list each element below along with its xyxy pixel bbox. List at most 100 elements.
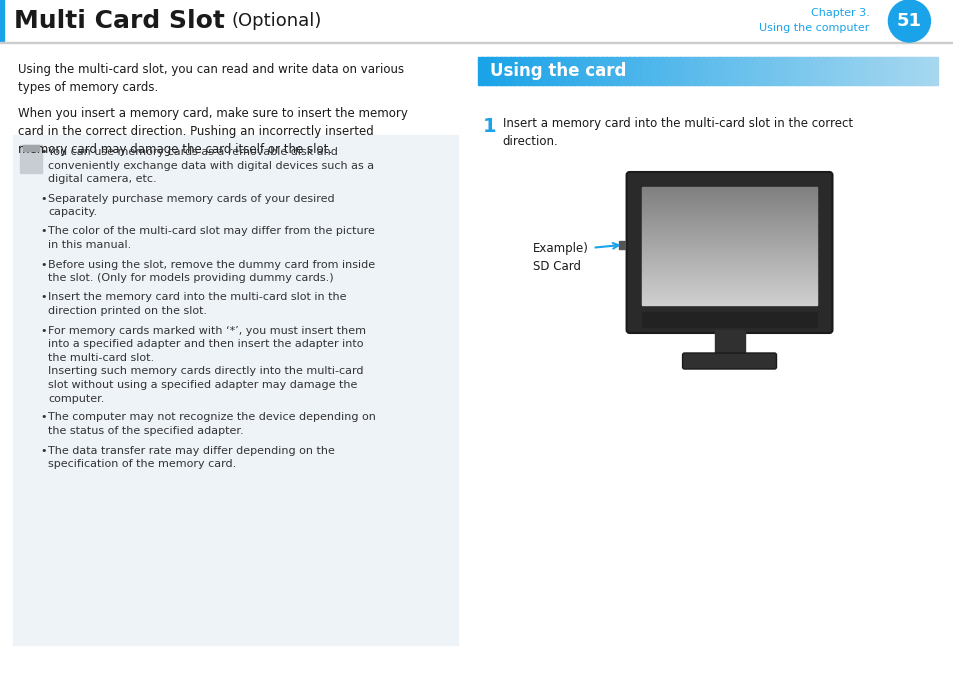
Bar xyxy=(641,281,817,282)
Bar xyxy=(641,269,817,270)
Bar xyxy=(789,57,795,85)
Bar xyxy=(854,57,860,85)
Bar xyxy=(660,57,666,85)
Bar xyxy=(523,57,529,85)
Bar xyxy=(923,57,928,85)
Bar xyxy=(641,195,817,196)
Bar xyxy=(641,297,817,298)
Text: •: • xyxy=(40,445,47,456)
Bar xyxy=(491,57,497,85)
Bar xyxy=(867,57,873,85)
Bar xyxy=(641,210,817,211)
Bar xyxy=(641,288,817,289)
Bar xyxy=(758,57,763,85)
Text: The color of the multi-card slot may differ from the picture
in this manual.: The color of the multi-card slot may dif… xyxy=(48,227,375,250)
Bar xyxy=(641,294,817,295)
Bar xyxy=(641,189,817,190)
Text: Before using the slot, remove the dummy card from inside
the slot. (Only for mod: Before using the slot, remove the dummy … xyxy=(48,259,375,283)
Bar xyxy=(753,57,759,85)
Bar xyxy=(743,57,749,85)
Bar xyxy=(23,145,39,151)
Bar xyxy=(606,57,612,85)
Bar xyxy=(761,57,767,85)
Bar xyxy=(909,57,915,85)
Bar xyxy=(641,218,817,219)
Bar xyxy=(641,245,817,246)
Bar xyxy=(657,57,662,85)
Bar xyxy=(0,0,4,42)
Bar xyxy=(813,57,818,85)
Bar xyxy=(641,198,817,199)
Bar xyxy=(641,214,817,215)
Bar xyxy=(641,279,817,280)
Text: •: • xyxy=(40,227,47,236)
Bar xyxy=(641,275,817,276)
Bar xyxy=(641,262,817,263)
Bar xyxy=(641,244,817,245)
Bar xyxy=(641,202,817,203)
Bar xyxy=(641,211,817,212)
Bar xyxy=(546,57,552,85)
Bar xyxy=(641,206,817,208)
Bar xyxy=(725,57,731,85)
Bar xyxy=(766,57,772,85)
Bar xyxy=(496,57,501,85)
Bar xyxy=(932,57,938,85)
Bar xyxy=(615,57,620,85)
Bar xyxy=(641,286,817,287)
FancyBboxPatch shape xyxy=(681,353,776,369)
Text: •: • xyxy=(40,412,47,422)
Bar xyxy=(537,57,542,85)
Bar xyxy=(641,296,817,297)
Text: •: • xyxy=(40,147,47,157)
Bar xyxy=(514,57,519,85)
Bar xyxy=(641,240,817,241)
Bar xyxy=(641,234,817,235)
Bar xyxy=(641,270,817,271)
Bar xyxy=(799,57,804,85)
Text: For memory cards marked with ‘*’, you must insert them
into a specified adapter : For memory cards marked with ‘*’, you mu… xyxy=(48,326,366,403)
Bar xyxy=(641,263,817,264)
Bar xyxy=(642,57,648,85)
Bar xyxy=(641,264,817,265)
Bar xyxy=(592,57,598,85)
Bar xyxy=(641,303,817,304)
Bar xyxy=(872,57,878,85)
Bar xyxy=(641,188,817,189)
Bar xyxy=(610,57,616,85)
Bar xyxy=(739,57,744,85)
Bar xyxy=(641,267,817,268)
Bar xyxy=(578,57,584,85)
Bar xyxy=(641,255,817,256)
Bar xyxy=(886,57,891,85)
Bar xyxy=(624,57,630,85)
Bar xyxy=(641,298,817,299)
Bar xyxy=(641,193,817,194)
Bar xyxy=(4,0,952,42)
Bar xyxy=(863,57,868,85)
Bar xyxy=(641,201,817,202)
Bar xyxy=(641,194,817,195)
Bar xyxy=(785,57,790,85)
Bar xyxy=(559,57,565,85)
Bar xyxy=(771,57,777,85)
Bar xyxy=(641,230,817,231)
Bar xyxy=(675,57,680,85)
Bar xyxy=(900,57,905,85)
Bar xyxy=(641,292,817,293)
Bar xyxy=(641,249,817,250)
Bar xyxy=(781,57,786,85)
Text: Example)
SD Card: Example) SD Card xyxy=(532,242,588,273)
Bar xyxy=(927,57,933,85)
Bar xyxy=(574,57,579,85)
Bar xyxy=(618,241,624,248)
Bar xyxy=(641,222,817,223)
Bar xyxy=(551,57,557,85)
Bar xyxy=(528,57,534,85)
Bar xyxy=(641,292,817,294)
Bar xyxy=(619,57,625,85)
Bar xyxy=(533,57,537,85)
Text: The data transfer rate may differ depending on the
specification of the memory c: The data transfer rate may differ depend… xyxy=(48,445,335,469)
Bar xyxy=(641,274,817,275)
Text: Separately purchase memory cards of your desired
capacity.: Separately purchase memory cards of your… xyxy=(48,194,335,217)
